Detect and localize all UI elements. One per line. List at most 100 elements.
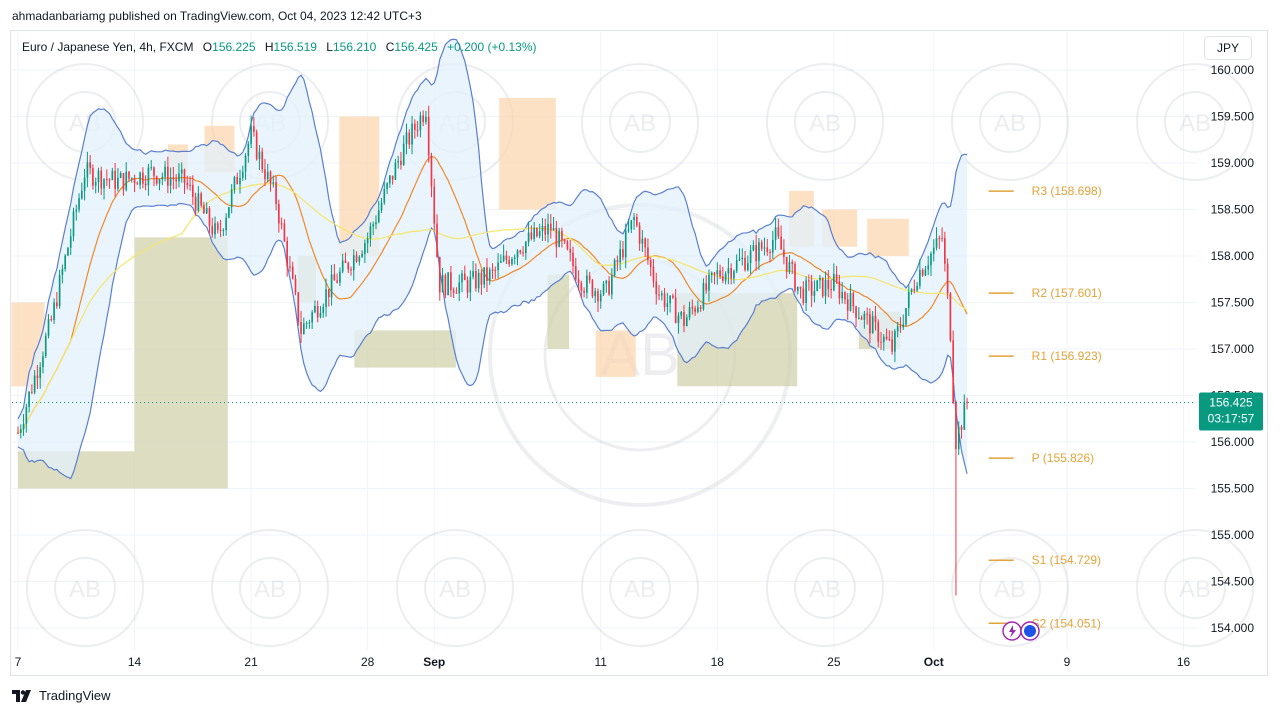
supply-zone — [867, 218, 909, 256]
chart-pane[interactable] — [10, 30, 1268, 676]
candle-body — [735, 260, 738, 272]
candle-body — [791, 262, 794, 264]
candle-body — [278, 204, 280, 224]
candle-body — [189, 184, 191, 186]
seal-ring-inner — [1164, 557, 1226, 619]
candle-body — [611, 275, 613, 295]
flag-glyph — [1024, 625, 1036, 637]
candle-body — [17, 432, 19, 434]
candle-body — [802, 288, 805, 303]
candle-body — [555, 227, 558, 247]
candle-body — [488, 269, 491, 281]
pivot-levels: R3 (158.698) R2 (157.601) R1 (156.923) P (1… — [12, 184, 1196, 641]
candle-body — [139, 172, 141, 185]
watermark-seal: AB — [396, 529, 514, 647]
candle-body — [663, 293, 666, 308]
candle-body — [272, 182, 275, 184]
candle-body — [652, 266, 655, 282]
price-tick: 159.000 — [1211, 156, 1255, 170]
candle-body — [572, 252, 574, 266]
candle-body — [472, 270, 474, 277]
candle-body — [283, 223, 286, 242]
candle-body — [300, 321, 302, 334]
candle-body — [697, 307, 699, 312]
candle-body — [899, 326, 902, 328]
candle-body — [167, 166, 169, 186]
candle-body — [289, 266, 291, 268]
time-tick: 18 — [711, 655, 725, 669]
candle-body — [536, 227, 538, 237]
seal-lettering: AB — [624, 110, 656, 137]
candle-body — [239, 177, 241, 185]
candle-body — [322, 306, 325, 314]
candle-body — [586, 275, 588, 293]
candle-body — [105, 179, 108, 181]
candle-body — [513, 257, 516, 259]
tradingview-logo[interactable]: TradingView — [12, 688, 111, 703]
candle-body — [33, 375, 36, 393]
demand-zone — [547, 274, 570, 349]
candle-body — [150, 167, 153, 169]
candle-body — [855, 306, 857, 318]
candle-body — [241, 171, 244, 178]
candle-body — [622, 249, 624, 258]
seal-ring-inner — [979, 91, 1041, 153]
candle-body — [391, 175, 394, 180]
candle-body — [250, 126, 252, 144]
candle-body — [441, 275, 444, 293]
candle-body — [588, 275, 591, 281]
candle-body — [644, 238, 646, 248]
candle-body — [455, 292, 458, 294]
candle-body — [366, 238, 369, 244]
candle-body — [311, 312, 313, 323]
candle-body — [375, 222, 377, 225]
watermark-seal: AB — [211, 529, 329, 647]
seal-lettering: AB — [809, 576, 841, 603]
candle-body — [377, 210, 380, 223]
candle-body — [244, 155, 247, 172]
pivot-label: R2 (157.601) — [1032, 286, 1102, 300]
candle-body — [308, 322, 311, 324]
candle-body — [785, 256, 788, 273]
symbol-name: Euro / Japanese Yen, 4h, FXCM — [22, 40, 194, 54]
candle-body — [438, 256, 441, 293]
lightning-glyph — [1009, 625, 1016, 638]
candle-body — [694, 308, 696, 312]
candle-body — [430, 155, 433, 187]
candle-body — [214, 223, 216, 235]
seal-ring — [581, 529, 699, 647]
seal-ring-inner — [424, 557, 486, 619]
candle-body — [841, 292, 844, 299]
currency-button[interactable]: JPY — [1204, 36, 1252, 60]
candle-body — [100, 170, 103, 189]
change-value: +0.200 (+0.13%) — [447, 40, 537, 54]
candle-body — [866, 313, 868, 315]
candle-body — [780, 236, 782, 250]
price-tick: 160.000 — [1211, 63, 1255, 77]
candle-body — [316, 305, 319, 318]
seal-ring-inner — [979, 557, 1041, 619]
candle-body — [466, 280, 469, 293]
candle-body — [97, 170, 100, 183]
candle-body — [19, 429, 22, 433]
price-tick: 158.500 — [1211, 203, 1255, 217]
candle-body — [500, 260, 502, 263]
candle-body — [583, 290, 585, 293]
candle-body — [722, 276, 724, 281]
last-price-value: 156.425 — [1209, 395, 1253, 409]
seal-lettering: AB — [809, 110, 841, 137]
candle-body — [833, 274, 835, 291]
candle-body — [952, 340, 955, 403]
candle-body — [597, 291, 599, 302]
candle-body — [78, 198, 80, 210]
candle-body — [713, 272, 716, 275]
candle-body — [755, 245, 757, 262]
candle-body — [941, 238, 943, 240]
seal-ring — [26, 529, 144, 647]
candle-body — [633, 216, 635, 221]
candle-body — [161, 176, 164, 180]
candle-body — [863, 313, 866, 320]
candle-body — [955, 402, 957, 450]
candle-body — [924, 269, 927, 276]
